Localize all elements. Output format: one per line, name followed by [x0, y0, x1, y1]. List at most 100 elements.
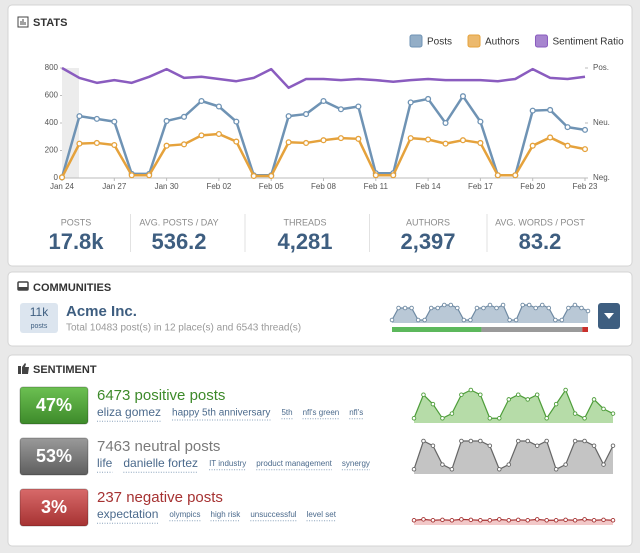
- sentiment-heading[interactable]: 7463 neutral posts: [97, 438, 220, 455]
- data-point: [303, 139, 310, 146]
- legend-swatch[interactable]: [534, 34, 548, 48]
- sparkline-point: [520, 302, 525, 308]
- data-point: [390, 172, 397, 179]
- sparkline-line: [413, 518, 614, 521]
- communities-title: COMMUNITIES: [33, 282, 111, 294]
- data-point: [215, 130, 222, 138]
- x-tick-label: Feb 20: [520, 182, 545, 191]
- sparkline-point: [506, 518, 512, 523]
- data-point: [547, 106, 554, 113]
- sentiment-heading[interactable]: 237 negative posts: [97, 489, 223, 506]
- dropdown-button[interactable]: [598, 303, 620, 329]
- x-tick-label: Jan 30: [155, 182, 180, 191]
- sparkline-point: [440, 517, 445, 523]
- sparkline-point: [572, 438, 578, 444]
- tag[interactable]: happy 5th anniversary: [172, 408, 270, 419]
- sentiment-percent: 53%: [36, 446, 72, 466]
- sparkline-point: [449, 411, 455, 416]
- sparkline-point: [582, 517, 587, 522]
- sparkline-point: [455, 305, 460, 311]
- tag[interactable]: 5th: [281, 408, 292, 417]
- tag[interactable]: unsuccessful: [250, 510, 296, 519]
- data-point: [320, 97, 327, 105]
- sparkline-point: [525, 397, 530, 402]
- tag[interactable]: nfl's: [349, 408, 363, 417]
- sentiment-icon: [18, 363, 29, 374]
- sparkline-point: [515, 392, 521, 397]
- tag[interactable]: level set: [307, 510, 337, 519]
- data-point: [233, 118, 240, 125]
- summary-value: 2,397: [400, 229, 455, 254]
- sparkline-point: [428, 305, 434, 311]
- sparkline-point: [448, 302, 454, 308]
- sparkline-point: [559, 317, 565, 323]
- tag[interactable]: expectation: [97, 507, 158, 521]
- tag[interactable]: high risk: [211, 510, 242, 519]
- legend-swatch[interactable]: [409, 34, 423, 48]
- summary-value: 536.2: [151, 229, 206, 254]
- sparkline-point: [422, 317, 427, 323]
- x-tick-label: Feb 02: [206, 182, 231, 191]
- legend-label[interactable]: Authors: [485, 37, 519, 48]
- sparkline-point: [572, 411, 578, 416]
- sparkline-point: [461, 317, 467, 323]
- series-line: [61, 66, 586, 90]
- sparkline-point: [459, 438, 464, 444]
- y-tick-label: 800: [45, 63, 59, 72]
- data-point: [320, 137, 327, 144]
- data-point: [163, 142, 170, 149]
- stats-icon: [17, 16, 29, 28]
- sparkline-point: [601, 462, 606, 467]
- data-point: [494, 172, 501, 179]
- sparkline-point: [601, 406, 606, 412]
- sparkline-point: [566, 305, 571, 311]
- tag[interactable]: life: [97, 456, 113, 470]
- tag[interactable]: nfl's green: [303, 408, 340, 417]
- sparkline-point: [487, 518, 493, 523]
- sparkline-point: [591, 518, 597, 523]
- sparkline-point: [500, 302, 506, 308]
- sentiment-share: [481, 327, 583, 332]
- sparkline-point: [515, 438, 521, 444]
- sentiment-percent: 47%: [36, 395, 72, 415]
- y2-tick-label: Pos.: [593, 63, 609, 72]
- sparkline-point: [430, 443, 436, 448]
- sparkline-point: [468, 438, 474, 444]
- data-point: [146, 172, 153, 179]
- sparkline-point: [474, 305, 480, 311]
- data-point: [58, 174, 66, 181]
- tag[interactable]: olympics: [169, 510, 200, 519]
- sparkline-point: [389, 317, 395, 323]
- tag[interactable]: eliza gomez: [97, 405, 161, 419]
- data-point: [93, 139, 100, 146]
- sentiment-heading[interactable]: 6473 positive posts: [97, 387, 225, 404]
- sentiment-percent: 3%: [41, 497, 67, 517]
- data-point: [442, 119, 449, 127]
- sparkline-line: [413, 388, 614, 420]
- data-point: [355, 135, 362, 142]
- legend-swatch[interactable]: [467, 34, 481, 48]
- tag[interactable]: IT industry: [209, 459, 246, 468]
- data-point: [198, 97, 205, 105]
- sparkline-area: [414, 519, 613, 525]
- tag[interactable]: product management: [256, 459, 332, 468]
- y-tick-label: 600: [45, 91, 59, 100]
- legend-label[interactable]: Sentiment Ratio: [552, 37, 624, 48]
- tag[interactable]: danielle fortez: [123, 456, 198, 470]
- sparkline-point: [449, 467, 455, 472]
- data-point: [198, 132, 205, 139]
- sparkline-point: [459, 517, 464, 522]
- sparkline-point: [579, 305, 584, 311]
- community-name[interactable]: Acme Inc.: [66, 303, 137, 320]
- badge-unit: posts: [31, 323, 48, 330]
- y2-tick-label: Neu.: [593, 118, 610, 127]
- y-tick-label: 200: [45, 146, 59, 155]
- legend-label[interactable]: Posts: [427, 37, 452, 48]
- sparkline-point: [478, 392, 483, 397]
- tag[interactable]: synergy: [342, 459, 370, 468]
- sparkline-point: [601, 517, 606, 523]
- data-point: [128, 172, 135, 179]
- data-point: [93, 115, 100, 122]
- data-point: [76, 140, 83, 147]
- data-point: [303, 111, 310, 118]
